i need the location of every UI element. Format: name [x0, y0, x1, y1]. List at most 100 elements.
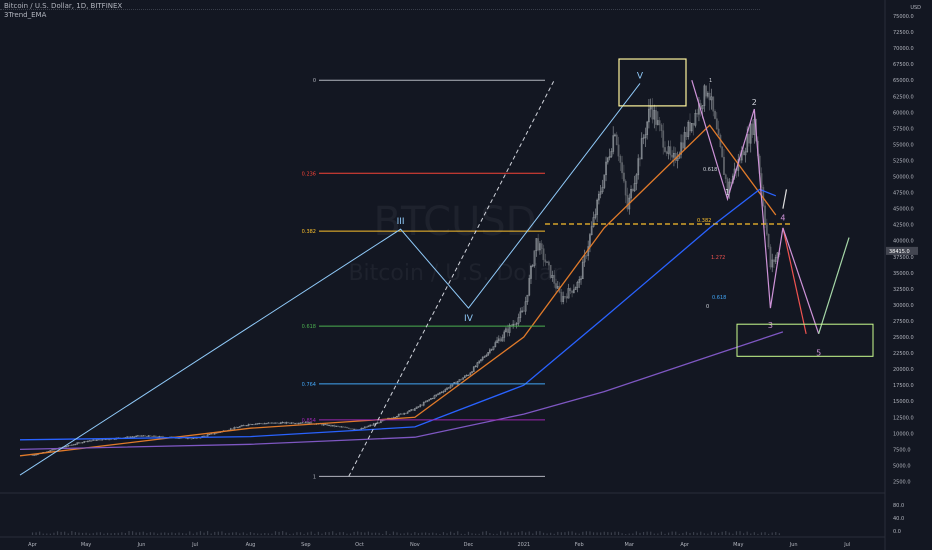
candle-body: [262, 423, 264, 425]
volume-bar: [753, 532, 755, 535]
volume-bar: [489, 533, 491, 535]
candle-body: [614, 134, 616, 136]
candle-body: [283, 422, 286, 424]
volume-bar: [139, 532, 141, 535]
time-axis-tick: Oct: [355, 542, 364, 548]
candle-body: [730, 181, 733, 184]
candle-body: [33, 454, 36, 456]
volume-bar: [53, 532, 55, 535]
volume-bar: [106, 532, 109, 535]
candle-body: [67, 445, 70, 447]
candle-body: [292, 422, 295, 424]
retracement-label: 1: [709, 78, 712, 84]
candle-body: [137, 435, 139, 437]
candle-body: [303, 422, 305, 424]
volume-bar: [199, 531, 202, 535]
price-axis-tick: 67500.0: [893, 62, 914, 68]
candle-body: [701, 105, 704, 110]
candle-body: [321, 423, 323, 426]
candle-body: [446, 387, 448, 390]
candle-body: [449, 385, 452, 388]
volume-bar: [682, 533, 684, 535]
volume-bar: [299, 532, 302, 535]
volume-bar: [471, 533, 473, 535]
candle-body: [489, 349, 491, 353]
volume-bar: [46, 533, 48, 535]
candle-body: [301, 422, 304, 424]
candle-body: [673, 153, 675, 158]
candle-body: [744, 151, 747, 156]
candle-body: [514, 323, 516, 325]
candle-body: [619, 155, 622, 163]
candle-body: [380, 420, 382, 424]
candle-body: [153, 435, 155, 437]
candle-body: [463, 375, 466, 378]
candle-body: [412, 409, 414, 411]
candle-body: [633, 183, 636, 192]
projection-arrow-white: [782, 189, 788, 209]
price-axis-tick: 32500.0: [893, 287, 914, 293]
volume-bar: [446, 533, 448, 535]
volume-bar: [642, 532, 645, 535]
candle-body: [346, 426, 348, 429]
candle-body: [610, 151, 613, 157]
candle-body: [664, 147, 666, 152]
volume-bar: [217, 531, 219, 535]
volume-bar: [128, 531, 130, 535]
candle-body: [151, 435, 154, 437]
volume-bar: [49, 533, 51, 535]
volume-bar: [146, 533, 148, 535]
candle-body: [326, 424, 329, 426]
price-axis-tick: 5000.0: [893, 463, 911, 469]
volume-bar: [510, 532, 512, 535]
candle-body: [689, 121, 691, 132]
candle-body: [660, 124, 663, 131]
candle-body: [212, 433, 214, 435]
candle-body: [458, 379, 461, 382]
volume-bar: [424, 532, 427, 535]
candle-body: [656, 120, 659, 125]
candle-body: [415, 406, 418, 409]
wave-label-minor: 3: [768, 321, 773, 330]
candle-body: [204, 435, 207, 437]
volume-bar: [378, 532, 380, 535]
candle-body: [406, 411, 409, 414]
candle-body: [240, 425, 243, 427]
candle-body: [94, 439, 96, 441]
time-axis-tick: May: [81, 542, 91, 548]
volume-bar: [396, 532, 398, 535]
volume-bar: [85, 532, 87, 535]
candle-body: [599, 191, 602, 195]
volume-bar: [478, 533, 480, 535]
candle-body: [85, 441, 88, 443]
volume-bar: [414, 532, 416, 535]
volume-bar: [614, 531, 616, 535]
price-axis-tick: 70000.0: [893, 46, 914, 52]
price-axis-tick: 37500.0: [893, 255, 914, 261]
volume-bar: [324, 532, 327, 535]
volume-bar: [35, 532, 37, 535]
wave-label-minor: 1: [725, 188, 730, 197]
volume-bar: [392, 531, 395, 535]
candle-body: [206, 434, 209, 437]
candle-body: [347, 427, 350, 429]
volume-bar: [460, 533, 462, 535]
candle-body: [147, 435, 150, 437]
candle-body: [696, 113, 699, 115]
volume-bar: [725, 531, 727, 535]
volume-bar: [89, 533, 91, 535]
candle-body: [194, 437, 196, 439]
volume-bar: [321, 533, 323, 535]
candle-body: [646, 121, 649, 135]
volume-bar: [371, 532, 373, 535]
candle-body: [424, 401, 427, 403]
fib-trend-line: [348, 79, 555, 477]
candle-body: [297, 422, 300, 424]
candle-body: [683, 132, 686, 149]
candle-body: [31, 454, 34, 456]
candle-body: [771, 259, 774, 268]
volume-bar: [164, 532, 166, 535]
candle-body: [244, 425, 247, 427]
